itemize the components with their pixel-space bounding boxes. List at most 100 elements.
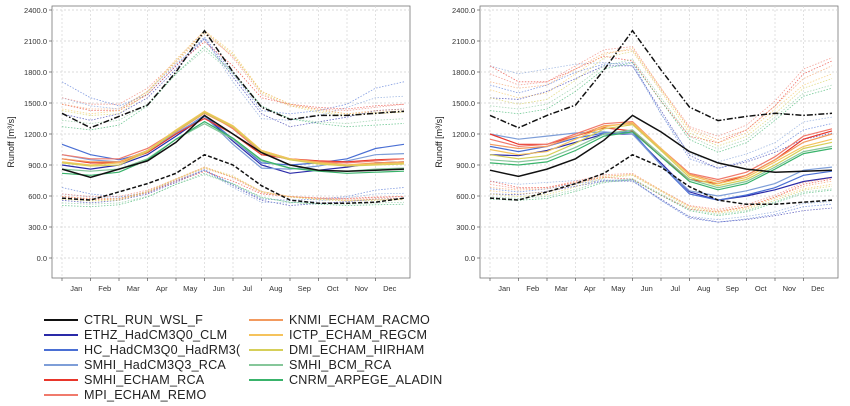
chart-legend: CTRL_RUN_WSL_F ETHZ_HadCM3Q0_CLM HC_HadCM3… [44,312,464,402]
y-tick-label: 1500.0 [24,99,47,108]
x-tick-label: Aug [697,284,710,293]
y-tick-label: 2400.0 [24,6,47,15]
series-line-low [489,174,833,212]
series-group [61,29,405,208]
y-tick-label: 2400.0 [452,6,475,15]
x-tick-label: Apr [584,284,596,293]
legend-item: SMHI_HadCM3Q3_RCA [44,357,226,373]
legend-label: DMI_ECHAM_HIRHAM [289,343,425,357]
legend-item: CTRL_RUN_WSL_F [44,312,203,328]
x-tick-label: Jul [242,284,252,293]
series-line-low [489,179,833,217]
y-tick-label: 2100.0 [452,37,475,46]
legend-label: ETHZ_HadCM3Q0_CLM [84,328,228,342]
legend-label: CTRL_RUN_WSL_F [84,313,203,327]
x-tick-label: Sep [726,284,739,293]
x-tick-label: Mar [555,284,568,293]
legend-item: SMHI_ECHAM_RCA [44,372,204,388]
legend-swatch [44,319,78,321]
series-line [489,123,833,183]
legend-swatch [44,349,78,351]
series-line [489,131,833,197]
series-line [489,114,833,178]
series-line-low [61,172,405,208]
series-line-low [61,166,405,200]
series-line-high [489,47,833,144]
y-tick-label: 300.0 [28,223,47,232]
x-tick-label: Feb [98,284,111,293]
series-line-low [61,166,405,201]
series-line [61,29,405,129]
y-tick-label: 600.0 [456,192,475,201]
series-line-low [61,167,405,202]
legend-swatch [249,364,283,366]
legend-swatch [249,349,283,351]
x-tick-label: Nov [355,284,369,293]
legend-swatch [44,394,78,396]
series-line [489,133,833,201]
y-tick-label: 900.0 [456,161,475,170]
series-line-low [489,180,833,223]
y-tick-label: 1200.0 [452,130,475,139]
legend-swatch [44,364,78,366]
series-line-high [61,30,405,112]
legend-label: HC_HadCM3Q0_HadRM3( [84,343,241,357]
series-line [489,121,833,185]
y-tick-label: 300.0 [456,223,475,232]
y-tick-label: 1500.0 [452,99,475,108]
series-line [61,153,405,204]
legend-label: SMHI_BCM_RCA [289,358,392,372]
legend-label: SMHI_HadCM3Q3_RCA [84,358,226,372]
chart-panel-2: 0.0 300.0 600.0 900.0 1200.0 1500.0 1800.0 2100… [434,5,839,293]
legend-item: CNRM_ARPEGE_ALADIN [249,372,442,388]
series-line [489,153,833,206]
legend-swatch [44,334,78,336]
runoff-charts: 0.0 300.0 600.0 900.0 1200.0 1500.0 1800.0 2100… [6,5,839,293]
y-tick-label: 1800.0 [24,68,47,77]
legend-label: MPI_ECHAM_REMO [84,388,207,402]
y-tick-label: 1200.0 [24,130,47,139]
x-tick-label: Aug [269,284,282,293]
x-tick-label: Dec [811,284,825,293]
series-line-low [489,179,833,221]
legend-swatch [249,334,283,336]
series-line-high [489,62,833,163]
x-tick-label: Oct [327,284,340,293]
series-line-high [489,49,833,140]
x-tick-label: Oct [755,284,768,293]
x-tick-label: Sep [298,284,311,293]
x-tick-label: May [183,284,197,293]
legend-item: KNMI_ECHAM_RACMO [249,312,430,328]
series-line [61,114,405,179]
series-line [61,110,405,164]
legend-swatch [249,379,283,381]
x-tick-label: Jan [70,284,82,293]
x-tick-label: Mar [127,284,140,293]
x-tick-label: Jun [213,284,225,293]
series-line [61,120,405,176]
chart-panel-1: 0.0 300.0 600.0 900.0 1200.0 1500.0 1800.0 2100… [6,5,411,293]
series-line-high [61,30,405,115]
legend-item: ICTP_ECHAM_REGCM [249,327,427,343]
series-line-low [61,167,405,201]
legend-swatch [44,379,78,381]
series-line [489,124,833,187]
series-line [61,110,405,166]
x-tick-label: Jan [498,284,510,293]
legend-item: MPI_ECHAM_REMO [44,387,206,403]
y-axis-label: Runoff [m³/s] [434,116,444,167]
legend-item: ETHZ_HadCM3Q0_CLM [44,327,227,343]
x-tick-label: Apr [156,284,168,293]
series-line-high [61,49,405,124]
x-tick-label: Dec [383,284,397,293]
series-line-low [489,174,833,214]
series-line-high [489,62,833,169]
series-line [489,129,833,189]
x-tick-label: Nov [783,284,797,293]
series-line [489,131,833,191]
y-axis-label: Runoff [m³/s] [6,116,16,167]
y-tick-label: 0.0 [37,254,47,263]
legend-label: KNMI_ECHAM_RACMO [289,313,431,327]
series-line-high [489,65,833,169]
y-tick-label: 0.0 [465,254,475,263]
